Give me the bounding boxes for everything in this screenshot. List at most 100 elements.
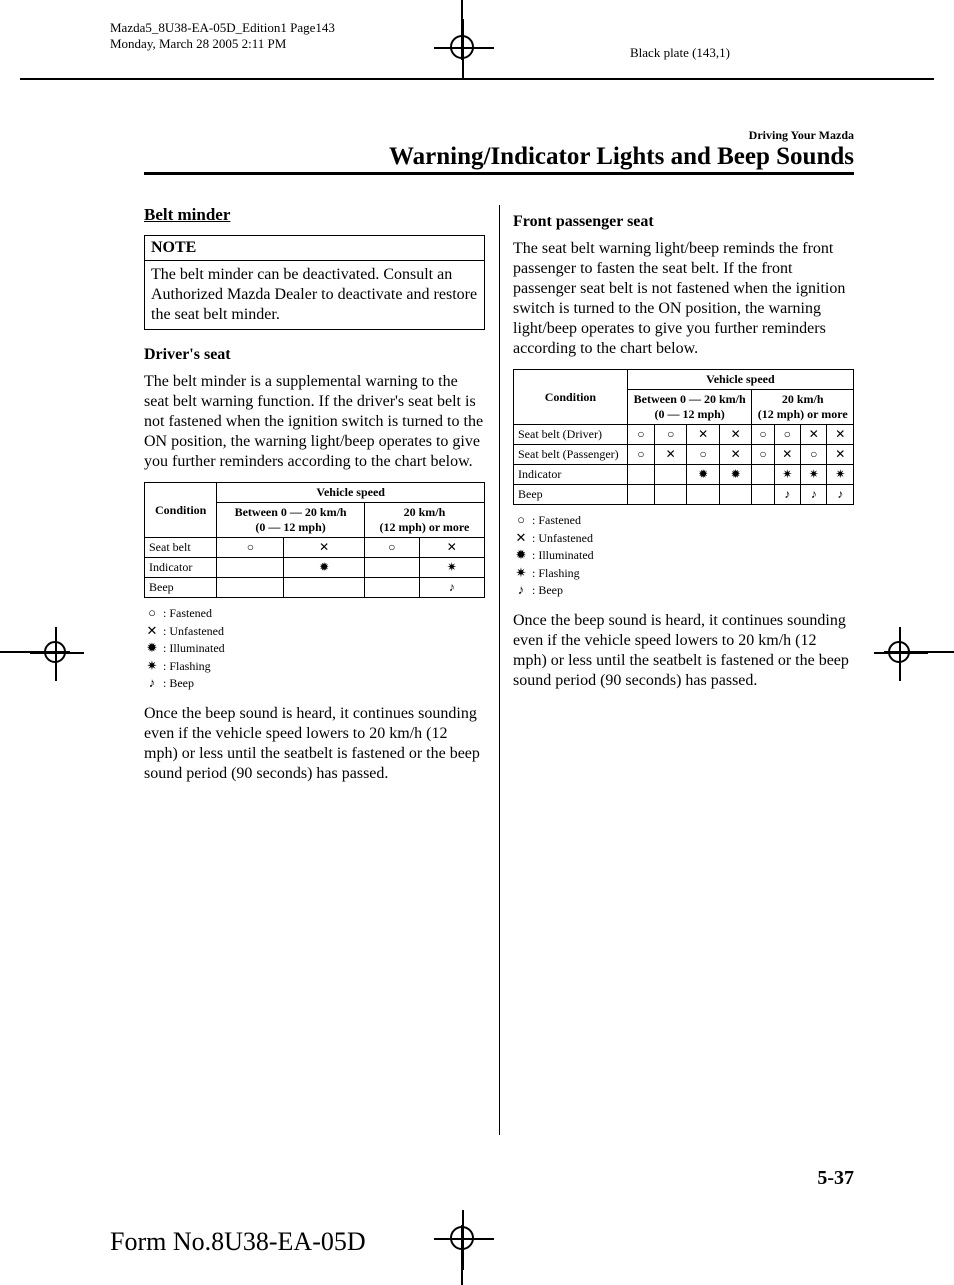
cell: ○ [627,425,654,445]
cell: ✕ [719,445,752,465]
row-label: Beep [514,485,628,505]
row-label: Seat belt [145,538,217,558]
row-label: Beep [145,578,217,598]
cell: ○ [752,445,774,465]
cell: ○ [217,538,284,558]
cell: ✹ [687,465,719,485]
table-row: Seat belt ○ ✕ ○ ✕ [145,538,485,558]
legend-text: : Illuminated [529,548,594,562]
table-row: Beep ♪ ♪ ♪ [514,485,854,505]
cell [627,485,654,505]
th-low-speed: Between 0 — 20 km/h (0 — 12 mph) [627,390,752,425]
legend-text: : Flashing [529,566,580,580]
cell [364,558,419,578]
illuminated-icon: ✹ [513,546,529,564]
cell: ♪ [774,485,800,505]
table-row: Seat belt (Driver) ○ ○ ✕ ✕ ○ ○ ✕ ✕ [514,425,854,445]
note-heading: NOTE [145,236,484,261]
legend-text: : Flashing [160,659,211,673]
fastened-icon: ○ [144,604,160,622]
driver-legend: ○ : Fastened ✕ : Unfastened ✹ : Illumina… [144,604,485,692]
passenger-legend: ○ : Fastened ✕ : Unfastened ✹ : Illumina… [513,511,854,599]
th-high-speed: 20 km/h (12 mph) or more [752,390,854,425]
cell: ✕ [774,445,800,465]
fastened-icon: ○ [513,511,529,529]
belt-minder-heading: Belt minder [144,205,485,225]
cell [687,485,719,505]
cell: ♪ [801,485,827,505]
cell: ✕ [419,538,484,558]
row-label: Indicator [514,465,628,485]
beep-icon: ♪ [144,674,160,692]
driver-footnote: Once the beep sound is heard, it continu… [144,704,485,784]
th-vehicle-speed: Vehicle speed [217,483,485,503]
cell [627,465,654,485]
th-condition: Condition [145,483,217,538]
note-body: The belt minder can be deactivated. Cons… [145,261,484,329]
th-high-speed: 20 km/h (12 mph) or more [364,503,484,538]
illuminated-icon: ✹ [144,639,160,657]
chapter-rule [144,172,854,175]
cell: ♪ [419,578,484,598]
cell: ✹ [284,558,364,578]
cell: ✷ [419,558,484,578]
cell: ○ [364,538,419,558]
left-column: Belt minder NOTE The belt minder can be … [144,205,485,794]
beep-icon: ♪ [513,581,529,599]
cell: ○ [654,425,686,445]
cell [217,558,284,578]
driver-chart: Condition Vehicle speed Between 0 — 20 k… [144,482,485,598]
table-row: Seat belt (Passenger) ○ ✕ ○ ✕ ○ ✕ ○ ✕ [514,445,854,465]
plate-label: Black plate (143,1) [630,45,730,61]
register-mark-icon [450,35,474,59]
register-mark-icon [450,1226,474,1250]
legend-text: : Fastened [160,606,212,620]
chapter-overline: Driving Your Mazda [389,128,854,143]
row-label: Indicator [145,558,217,578]
crop-mark [20,78,934,80]
cell [752,465,774,485]
drivers-seat-heading: Driver's seat [144,346,485,364]
table-row: Beep ♪ [145,578,485,598]
cell: ✕ [654,445,686,465]
cell [284,578,364,598]
cell: ✹ [719,465,752,485]
row-label: Seat belt (Passenger) [514,445,628,465]
cell: ✕ [827,425,854,445]
right-column: Front passenger seat The seat belt warni… [513,205,854,794]
form-number: Form No.8U38-EA-05D [110,1227,366,1257]
passenger-heading: Front passenger seat [513,213,854,231]
file-meta: Mazda5_8U38-EA-05D_Edition1 Page143 Mond… [110,20,335,51]
chapter-title: Driving Your Mazda Warning/Indicator Lig… [389,128,854,171]
th-condition: Condition [514,370,628,425]
cell: ♪ [827,485,854,505]
drivers-seat-paragraph: The belt minder is a supplemental warnin… [144,372,485,472]
passenger-footnote: Once the beep sound is heard, it continu… [513,611,854,691]
legend-text: : Unfastened [160,624,224,638]
legend-text: : Beep [160,676,194,690]
cell [217,578,284,598]
content-columns: Belt minder NOTE The belt minder can be … [144,205,854,794]
legend-text: : Illuminated [160,641,225,655]
cell: ✷ [774,465,800,485]
unfastened-icon: ✕ [144,622,160,640]
register-mark-icon [888,641,910,663]
legend-text: : Beep [529,583,563,597]
cell: ○ [801,445,827,465]
legend-text: : Fastened [529,513,581,527]
flashing-icon: ✷ [513,564,529,582]
register-mark-icon [44,641,66,663]
cell: ✷ [827,465,854,485]
cell: ✕ [687,425,719,445]
cell: ✕ [827,445,854,465]
row-label: Seat belt (Driver) [514,425,628,445]
column-separator [499,205,500,1135]
cell: ○ [774,425,800,445]
cell: ✕ [801,425,827,445]
cell: ✷ [801,465,827,485]
table-row: Indicator ✹ ✷ [145,558,485,578]
file-meta-line1: Mazda5_8U38-EA-05D_Edition1 Page143 [110,20,335,36]
cell [654,485,686,505]
passenger-paragraph: The seat belt warning light/beep reminds… [513,239,854,359]
cell [364,578,419,598]
